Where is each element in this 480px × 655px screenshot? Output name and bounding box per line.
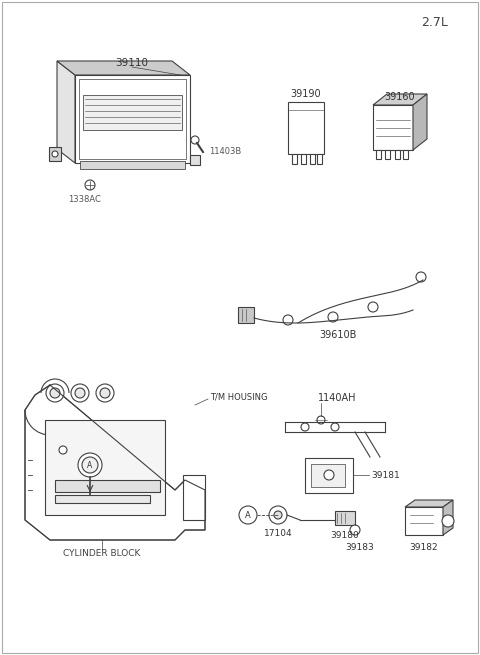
Text: A: A	[245, 510, 251, 519]
Text: 2.7L: 2.7L	[421, 16, 448, 29]
Bar	[310, 154, 315, 164]
Bar	[301, 154, 306, 164]
Text: CYLINDER BLOCK: CYLINDER BLOCK	[63, 550, 141, 559]
Text: 39183: 39183	[346, 542, 374, 552]
Bar	[395, 150, 400, 159]
Circle shape	[71, 384, 89, 402]
Circle shape	[96, 384, 114, 402]
Bar	[385, 150, 390, 159]
Bar	[80, 161, 185, 169]
Text: 1140AH: 1140AH	[318, 393, 357, 403]
Bar	[305, 458, 353, 493]
Bar	[376, 150, 381, 159]
Bar	[373, 105, 413, 150]
Bar	[183, 475, 205, 520]
Circle shape	[50, 388, 60, 398]
Bar	[335, 511, 355, 525]
Circle shape	[442, 515, 454, 527]
Bar	[79, 79, 186, 159]
Circle shape	[59, 446, 67, 454]
Circle shape	[52, 151, 58, 157]
Bar	[75, 75, 190, 163]
Polygon shape	[405, 500, 453, 507]
Text: 11403B: 11403B	[209, 147, 241, 157]
Circle shape	[100, 388, 110, 398]
Circle shape	[301, 423, 309, 431]
Circle shape	[350, 525, 360, 535]
Bar	[288, 102, 324, 154]
Circle shape	[85, 180, 95, 190]
Text: 1338AC: 1338AC	[69, 195, 101, 204]
Bar	[317, 154, 322, 164]
Circle shape	[324, 470, 334, 480]
Polygon shape	[49, 147, 61, 161]
Polygon shape	[413, 94, 427, 150]
Text: 39160: 39160	[384, 92, 415, 102]
Polygon shape	[25, 385, 205, 540]
Text: 39182: 39182	[410, 542, 438, 552]
Text: 39110: 39110	[116, 58, 148, 68]
Text: T/M HOUSING: T/M HOUSING	[210, 392, 267, 402]
Bar	[83, 95, 182, 130]
Polygon shape	[443, 500, 453, 535]
Circle shape	[191, 136, 199, 144]
Circle shape	[78, 453, 102, 477]
Bar	[405, 507, 443, 535]
Bar	[55, 495, 150, 503]
Bar	[403, 150, 408, 159]
Circle shape	[46, 384, 64, 402]
Circle shape	[82, 457, 98, 473]
Polygon shape	[190, 155, 200, 165]
Text: A: A	[87, 460, 93, 470]
Polygon shape	[373, 94, 427, 105]
Circle shape	[269, 506, 287, 524]
Text: 39180: 39180	[331, 531, 360, 540]
Circle shape	[239, 506, 257, 524]
Circle shape	[274, 511, 282, 519]
Circle shape	[317, 416, 325, 424]
Text: 39181: 39181	[371, 470, 400, 479]
Circle shape	[75, 388, 85, 398]
Bar	[55, 480, 160, 492]
Bar	[292, 154, 297, 164]
Text: 17104: 17104	[264, 529, 292, 538]
Circle shape	[331, 423, 339, 431]
Bar	[238, 307, 254, 323]
Bar	[311, 464, 345, 487]
Bar	[45, 420, 165, 515]
Polygon shape	[57, 61, 190, 75]
Text: 39190: 39190	[291, 89, 321, 99]
Polygon shape	[57, 61, 75, 163]
Text: 39610B: 39610B	[319, 330, 357, 340]
